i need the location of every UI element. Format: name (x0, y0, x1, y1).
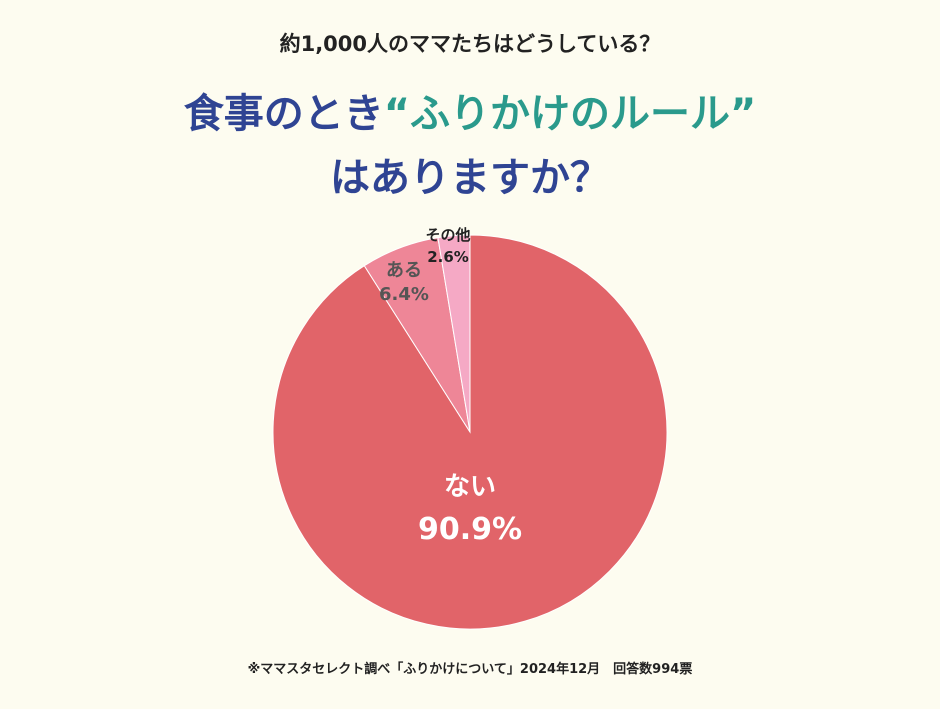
title-line-2: はありますか？ (330, 155, 610, 201)
slice-label-3: その他 (425, 226, 470, 244)
survey-subtitle: 約1,000人のママたちはどうしている？ (279, 32, 661, 56)
slice-value-3: 2.6% (427, 248, 469, 266)
chart-title: 食事のとき“ふりかけのルール” はありますか？ (0, 82, 940, 210)
slice-value-2: 6.4% (379, 284, 429, 305)
slice-label-1: ない (444, 472, 496, 502)
pie-slice-3 (437, 234, 471, 433)
title-accent: “ふりかけのルール” (383, 91, 757, 137)
slice-value-1: 90.9% (418, 512, 522, 547)
source-footnote: ※ママスタセレクト調べ「ふりかけについて」2024年12月 回答数994票 (247, 662, 693, 677)
title-prefix: 食事のとき (183, 91, 384, 137)
title-line-1: 食事のとき“ふりかけのルール” (0, 82, 940, 146)
slice-label-2: ある (386, 260, 422, 281)
